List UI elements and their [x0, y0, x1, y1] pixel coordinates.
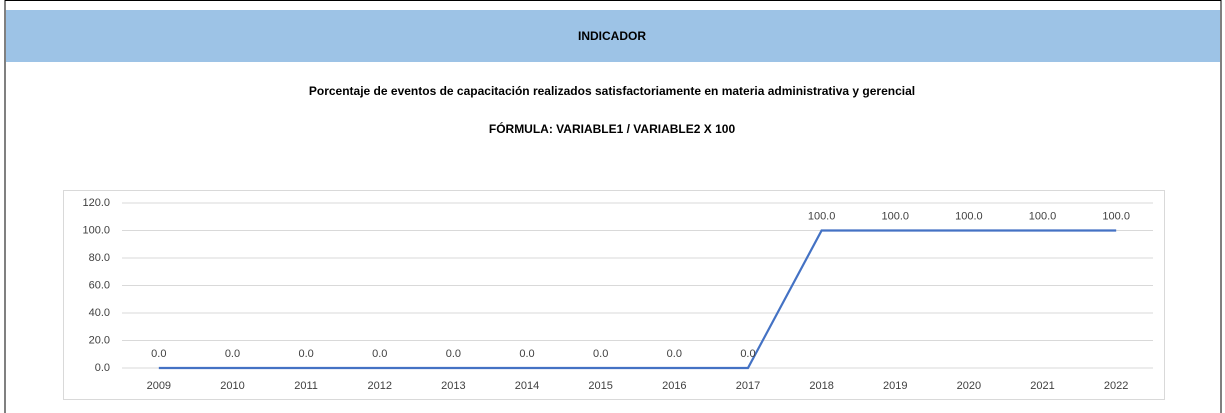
x-tick-label: 2009 [147, 380, 171, 392]
data-label: 100.0 [881, 210, 909, 222]
data-label: 100.0 [955, 210, 983, 222]
header: INDICADOR [578, 29, 646, 43]
y-tick-label: 0.0 [95, 362, 110, 374]
y-tick-label: 100.0 [82, 224, 110, 236]
y-tick-label: 120.0 [82, 197, 110, 209]
x-tick-label: 2022 [1104, 380, 1128, 392]
chart-area [63, 190, 1165, 400]
x-tick-label: 2016 [662, 380, 686, 392]
data-label: 0.0 [225, 348, 240, 360]
indicator-title: Porcentaje de eventos de capacitación re… [309, 84, 915, 98]
data-label: 100.0 [1102, 210, 1130, 222]
data-label: 0.0 [593, 348, 608, 360]
x-tick-label: 2011 [294, 380, 318, 392]
x-tick-label: 2013 [441, 380, 465, 392]
x-tick-label: 2021 [1030, 380, 1054, 392]
formula: FÓRMULA: VARIABLE1 / VARIABLE2 X 100 [489, 121, 736, 136]
y-tick-label: 60.0 [89, 279, 110, 291]
x-tick-label: 2017 [736, 380, 760, 392]
data-label: 100.0 [1029, 210, 1057, 222]
y-tick-label: 20.0 [89, 334, 110, 346]
data-label: 0.0 [298, 348, 313, 360]
x-tick-label: 2020 [957, 380, 981, 392]
data-line [158, 229, 1117, 370]
x-tick-label: 2012 [368, 380, 392, 392]
data-label: 0.0 [740, 348, 755, 360]
data-label: 0.0 [446, 348, 461, 360]
header-band [6, 10, 1220, 62]
data-label: 0.0 [667, 348, 682, 360]
x-tick-label: 2018 [809, 380, 833, 392]
x-tick-label: 2019 [883, 380, 907, 392]
x-tick-label: 2014 [515, 380, 539, 392]
data-label: 100.0 [808, 210, 836, 222]
data-label: 0.0 [519, 348, 534, 360]
y-tick-label: 40.0 [89, 307, 110, 319]
data-label: 0.0 [372, 348, 387, 360]
y-tick-label: 80.0 [89, 252, 110, 264]
data-label: 0.0 [151, 348, 166, 360]
x-tick-label: 2010 [220, 380, 244, 392]
x-tick-label: 2015 [588, 380, 612, 392]
